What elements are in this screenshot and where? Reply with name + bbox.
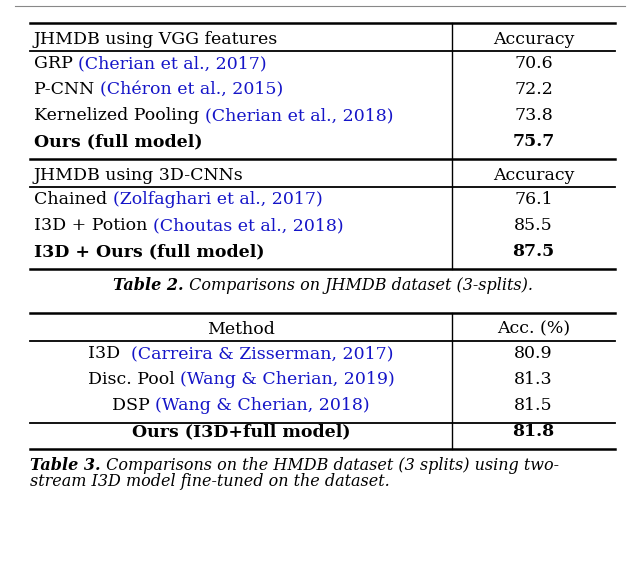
Text: Acc. (%): Acc. (%): [497, 320, 570, 338]
Text: 76.1: 76.1: [514, 191, 553, 209]
Text: 81.3: 81.3: [514, 371, 553, 389]
Text: 81.8: 81.8: [513, 424, 555, 440]
Text: Method: Method: [207, 320, 275, 338]
Text: Chained: Chained: [34, 191, 113, 209]
Text: 70.6: 70.6: [514, 56, 553, 72]
Text: 72.2: 72.2: [514, 82, 553, 98]
Text: JHMDB using 3D-CNNs: JHMDB using 3D-CNNs: [34, 167, 244, 183]
Text: P-CNN: P-CNN: [34, 82, 100, 98]
Text: 80.9: 80.9: [514, 346, 553, 362]
Text: Accuracy: Accuracy: [493, 167, 574, 183]
Text: (Choutas et al., 2018): (Choutas et al., 2018): [153, 217, 344, 235]
Text: Ours (I3D+full model): Ours (I3D+full model): [132, 424, 350, 440]
Text: 87.5: 87.5: [513, 243, 555, 260]
Text: Accuracy: Accuracy: [493, 30, 574, 48]
Text: Comparisons on the HMDB dataset (3 splits) using two-: Comparisons on the HMDB dataset (3 split…: [100, 457, 559, 473]
Text: 75.7: 75.7: [512, 133, 555, 151]
Text: 81.5: 81.5: [514, 397, 553, 415]
Text: (Chéron et al., 2015): (Chéron et al., 2015): [100, 82, 283, 98]
Text: Table 3.: Table 3.: [30, 457, 100, 473]
Text: 73.8: 73.8: [514, 108, 553, 125]
Text: (Wang & Cherian, 2019): (Wang & Cherian, 2019): [180, 371, 394, 389]
Text: JHMDB using VGG features: JHMDB using VGG features: [34, 30, 278, 48]
Text: I3D: I3D: [88, 346, 131, 362]
Text: Table 2.: Table 2.: [113, 278, 184, 294]
Text: stream I3D model fine-tuned on the dataset.: stream I3D model fine-tuned on the datas…: [30, 473, 390, 490]
Text: (Carreira & Zisserman, 2017): (Carreira & Zisserman, 2017): [131, 346, 394, 362]
Text: DSP: DSP: [112, 397, 156, 415]
Text: Ours (full model): Ours (full model): [34, 133, 202, 151]
Text: (Cherian et al., 2018): (Cherian et al., 2018): [205, 108, 393, 125]
Text: I3D + Potion: I3D + Potion: [34, 217, 153, 235]
Text: Comparisons on JHMDB dataset (3-splits).: Comparisons on JHMDB dataset (3-splits).: [184, 278, 533, 294]
Text: Disc. Pool: Disc. Pool: [88, 371, 180, 389]
Text: (Cherian et al., 2017): (Cherian et al., 2017): [78, 56, 267, 72]
Text: (Wang & Cherian, 2018): (Wang & Cherian, 2018): [156, 397, 370, 415]
Text: 85.5: 85.5: [514, 217, 553, 235]
Text: (Zolfaghari et al., 2017): (Zolfaghari et al., 2017): [113, 191, 323, 209]
Text: I3D + Ours (full model): I3D + Ours (full model): [34, 243, 264, 260]
Text: GRP: GRP: [34, 56, 78, 72]
Text: Kernelized Pooling: Kernelized Pooling: [34, 108, 205, 125]
